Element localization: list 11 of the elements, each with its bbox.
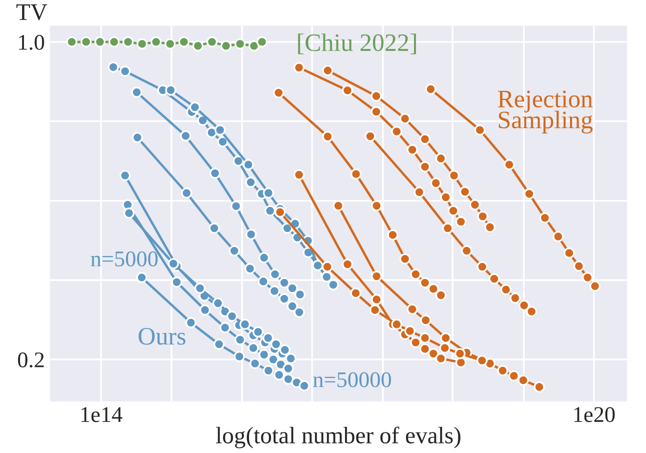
y-tick-label: 1.0 xyxy=(19,34,44,50)
x-axis-title: log(total number of evals) xyxy=(216,426,460,448)
series-label: Rejection Sampling xyxy=(498,90,593,134)
series-label: Ours xyxy=(138,328,186,345)
series-label: [Chiu 2022] xyxy=(298,34,416,54)
x-tick-label: 1e20 xyxy=(574,407,615,422)
y-axis-title: TV xyxy=(16,4,48,20)
x-tick-label: 1e14 xyxy=(81,407,122,422)
y-tick-label: 0.2 xyxy=(18,352,44,368)
annotation: n=5000 xyxy=(90,251,158,266)
annotation: n=50000 xyxy=(313,372,392,388)
